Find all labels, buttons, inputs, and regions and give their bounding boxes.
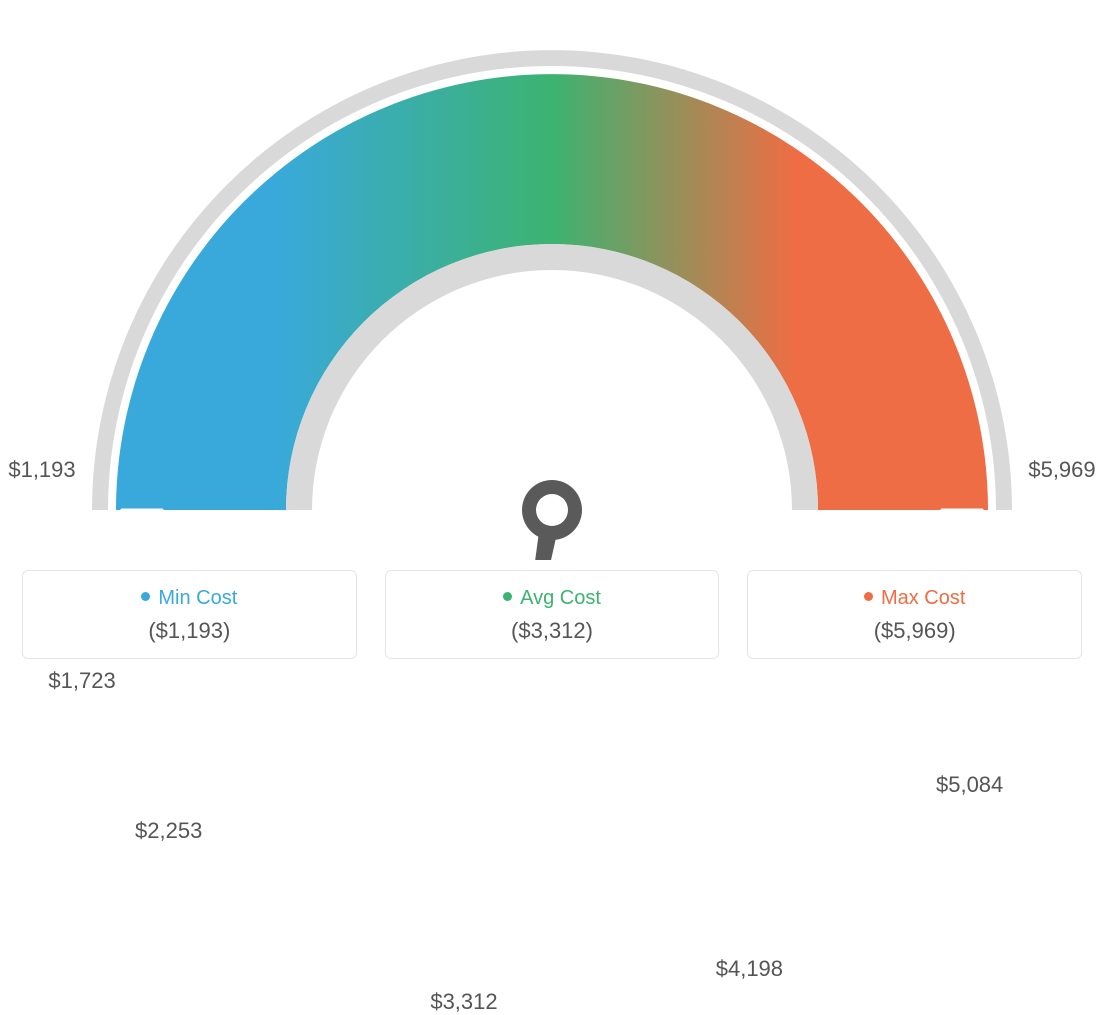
dot-icon bbox=[503, 592, 512, 601]
legend-card-max: Max Cost ($5,969) bbox=[747, 570, 1082, 659]
legend-title-text: Avg Cost bbox=[520, 587, 601, 609]
legend-title-text: Max Cost bbox=[881, 587, 965, 609]
gauge-svg bbox=[22, 20, 1082, 560]
dot-icon bbox=[141, 592, 150, 601]
legend-row: Min Cost ($1,193) Avg Cost ($3,312) Max … bbox=[22, 570, 1082, 659]
legend-value-max: ($5,969) bbox=[762, 618, 1067, 644]
gauge-tick-label: $3,312 bbox=[430, 989, 497, 1015]
legend-title-max: Max Cost bbox=[762, 587, 1067, 610]
legend-title-min: Min Cost bbox=[37, 587, 342, 610]
gauge-tick-label: $4,198 bbox=[716, 956, 783, 982]
legend-value-min: ($1,193) bbox=[37, 618, 342, 644]
gauge-tick-label: $1,193 bbox=[8, 457, 75, 483]
gauge-tick-label: $5,969 bbox=[1028, 457, 1095, 483]
dot-icon bbox=[864, 592, 873, 601]
cost-gauge: $1,193$1,723$2,253$3,312$4,198$5,084$5,9… bbox=[22, 20, 1082, 560]
gauge-tick-label: $5,084 bbox=[936, 772, 1003, 798]
legend-card-min: Min Cost ($1,193) bbox=[22, 570, 357, 659]
legend-title-avg: Avg Cost bbox=[400, 587, 705, 610]
legend-value-avg: ($3,312) bbox=[400, 618, 705, 644]
gauge-tick-label: $2,253 bbox=[135, 818, 202, 844]
legend-title-text: Min Cost bbox=[158, 587, 237, 609]
legend-card-avg: Avg Cost ($3,312) bbox=[385, 570, 720, 659]
